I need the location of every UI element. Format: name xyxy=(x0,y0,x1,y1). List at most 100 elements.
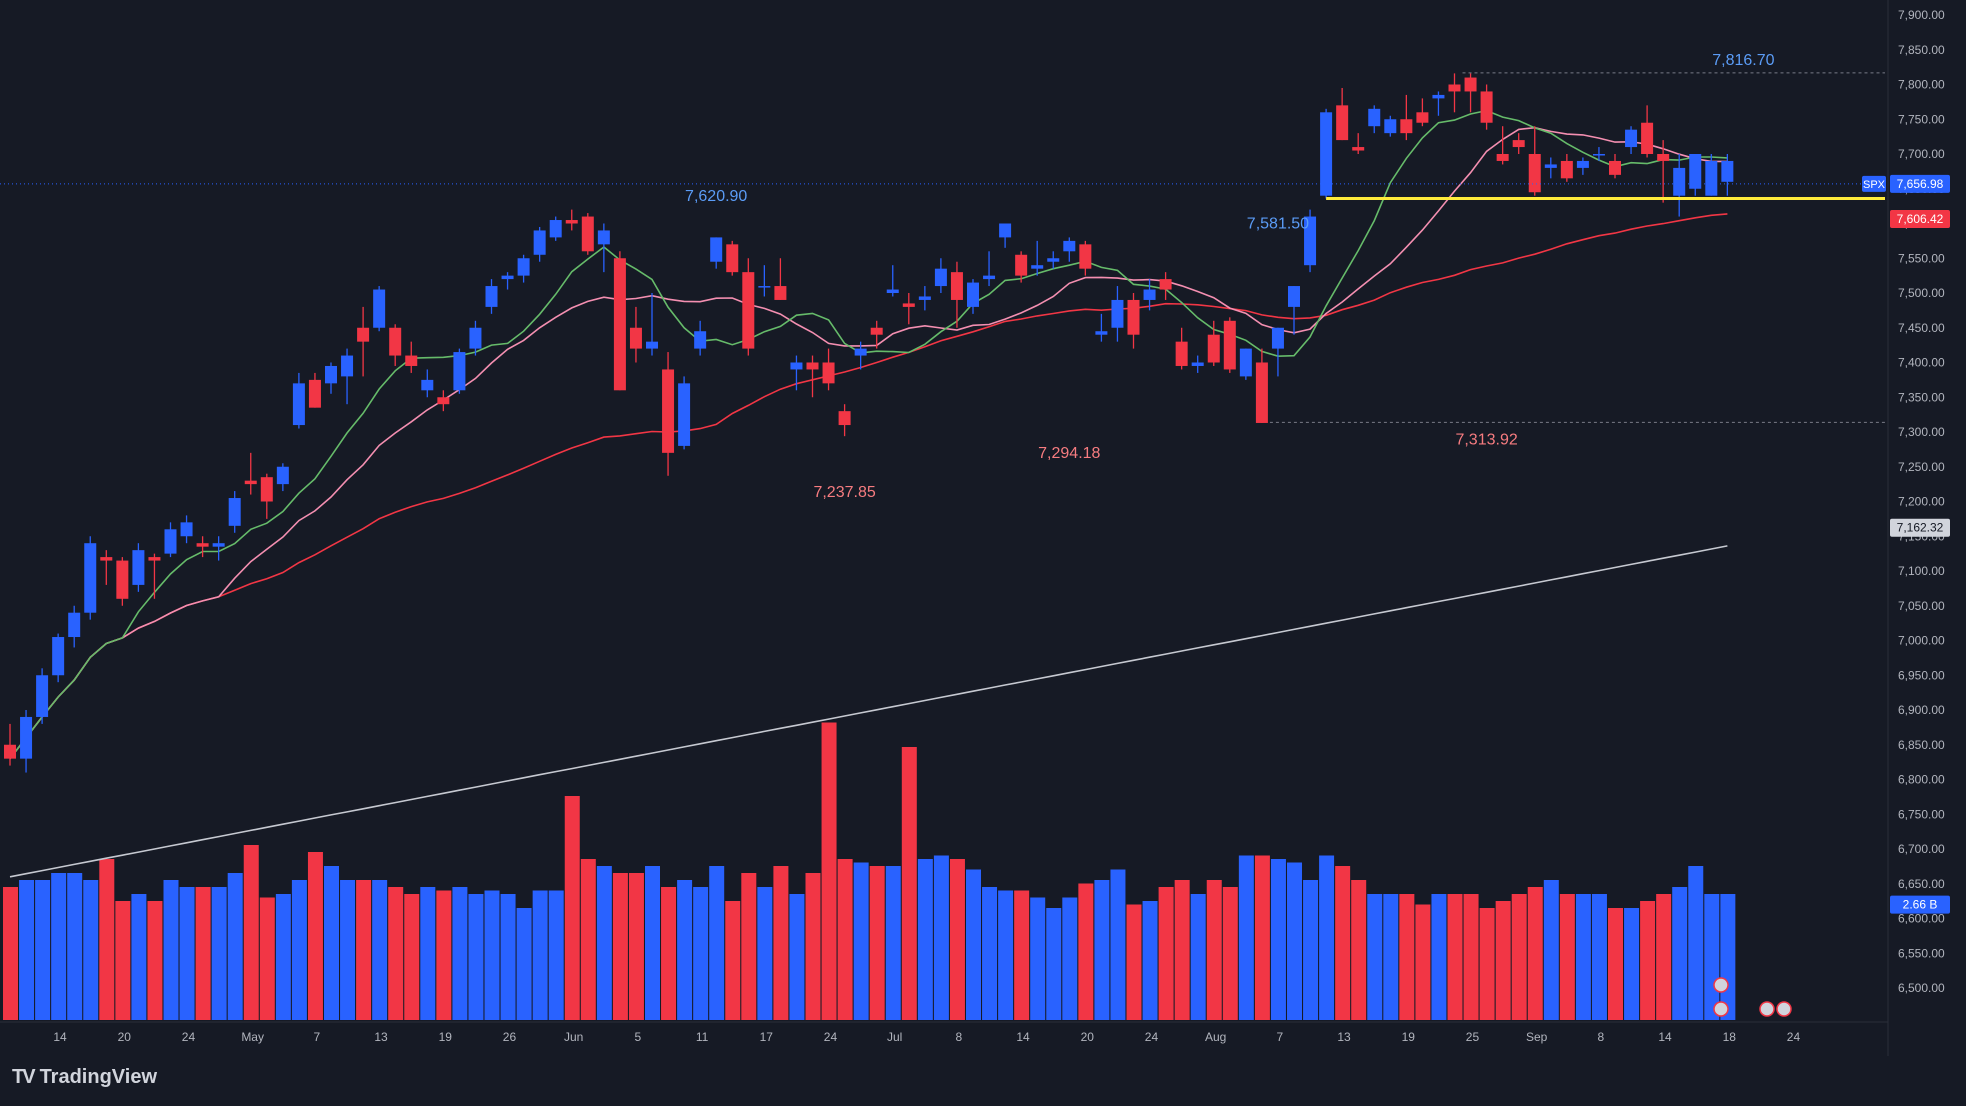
volume-bar xyxy=(1431,894,1447,1020)
candle-body xyxy=(1721,160,1734,182)
x-tick-label: 17 xyxy=(760,1030,774,1044)
volume-bar xyxy=(1543,880,1559,1020)
volume-bar xyxy=(1463,894,1479,1020)
candle-body xyxy=(870,327,883,335)
volume-bar xyxy=(677,880,693,1020)
candle-body xyxy=(742,272,755,349)
y-tick-label: 7,550.00 xyxy=(1898,251,1945,265)
volume-bar xyxy=(131,894,147,1020)
y-tick-label: 7,100.00 xyxy=(1898,564,1945,578)
candle-body xyxy=(1127,299,1140,335)
volume-bar xyxy=(982,887,998,1020)
x-tick-label: 25 xyxy=(1466,1030,1480,1044)
volume-bar xyxy=(179,887,195,1020)
volume-bar xyxy=(1030,897,1046,1020)
volume-bar xyxy=(1335,866,1351,1020)
candle-body xyxy=(20,716,33,759)
candle-body xyxy=(228,498,241,526)
candle-body xyxy=(373,289,386,328)
candle-body xyxy=(1111,299,1124,328)
volume-bar xyxy=(3,887,18,1020)
volume-bar xyxy=(1688,866,1704,1020)
candle-body xyxy=(1015,254,1028,276)
y-tick-label: 7,350.00 xyxy=(1898,390,1945,404)
candle-body xyxy=(806,362,819,370)
x-tick-label: 18 xyxy=(1723,1030,1737,1044)
volume-bar xyxy=(51,873,67,1020)
volume-bar xyxy=(933,855,949,1020)
candle-body xyxy=(1528,154,1541,193)
y-tick-label: 6,700.00 xyxy=(1898,842,1945,856)
volume-bar xyxy=(1174,880,1190,1020)
volume-bar xyxy=(468,894,484,1020)
volume-bar xyxy=(709,866,725,1020)
candle-body xyxy=(710,237,723,262)
candle-body xyxy=(1432,94,1445,99)
candle-body xyxy=(581,216,594,252)
candle-body xyxy=(453,352,466,391)
symbol-badge-bg xyxy=(1862,175,1886,192)
volume-bar xyxy=(1575,894,1591,1020)
candle-body xyxy=(1352,147,1365,151)
candle-body xyxy=(132,550,145,585)
tradingview-brand[interactable]: TV TradingView xyxy=(12,1066,157,1089)
volume-bar xyxy=(869,866,885,1020)
candle-body xyxy=(999,223,1012,238)
candle-body xyxy=(597,230,610,245)
candle-body xyxy=(1336,105,1349,141)
volume-bar xyxy=(1479,908,1495,1020)
candle-body xyxy=(1095,331,1108,335)
x-tick-label: 26 xyxy=(503,1030,517,1044)
volume-bar xyxy=(1591,894,1607,1020)
price-extreme-label: 7,313.92 xyxy=(1455,431,1517,448)
ma-10-line xyxy=(9,109,1728,760)
x-tick-label: 20 xyxy=(118,1030,132,1044)
volume-bar xyxy=(1415,904,1431,1020)
x-tick-label: 24 xyxy=(182,1030,196,1044)
candle-body xyxy=(1384,119,1397,134)
volume-bar xyxy=(1062,897,1078,1020)
candle-body xyxy=(822,362,835,384)
volume-bar xyxy=(1126,904,1142,1020)
candle-body xyxy=(1288,286,1300,307)
candle-body xyxy=(1047,258,1060,262)
volume-bar xyxy=(1383,894,1399,1020)
x-tick-label: 7 xyxy=(314,1030,321,1044)
ma-50-line xyxy=(9,213,1728,760)
x-tick-label: 13 xyxy=(374,1030,388,1044)
candle-body xyxy=(726,244,739,273)
y-tick-label: 7,400.00 xyxy=(1898,356,1945,370)
volume-bar xyxy=(901,747,917,1020)
candle-body xyxy=(292,383,305,426)
price-extreme-label: 7,237.85 xyxy=(813,484,875,501)
us-flag-event-icon xyxy=(1759,1001,1775,1017)
volume-bar xyxy=(725,901,741,1020)
x-tick-label: 8 xyxy=(956,1030,963,1044)
y-tick-label: 6,950.00 xyxy=(1898,668,1945,682)
volume-bar xyxy=(789,894,805,1020)
volume-bar xyxy=(275,894,291,1020)
candle-body xyxy=(1448,84,1461,92)
us-flag-event-icon xyxy=(1713,1001,1729,1017)
y-tick-label: 7,450.00 xyxy=(1898,321,1945,335)
x-tick-label: Sep xyxy=(1526,1030,1548,1044)
volume-bar xyxy=(1640,901,1656,1020)
y-tick-label: 7,050.00 xyxy=(1898,599,1945,613)
volume-bar xyxy=(99,859,115,1020)
candle-body xyxy=(341,355,354,377)
x-tick-label: 20 xyxy=(1081,1030,1095,1044)
y-tick-label: 6,750.00 xyxy=(1898,807,1945,821)
y-tick-label: 7,200.00 xyxy=(1898,495,1945,509)
volume-bar xyxy=(35,880,51,1020)
candle-body xyxy=(1079,244,1092,269)
candle-body xyxy=(646,341,658,349)
price-chart[interactable]: 6,500.00 6,550.00 6,600.00 6,650.00 6,700.00… xyxy=(0,0,1966,1056)
volume-bar xyxy=(291,880,307,1020)
candle-body xyxy=(517,258,530,276)
axis-price-badge-bg xyxy=(1890,210,1950,229)
volume-bar xyxy=(307,852,323,1020)
y-tick-label: 6,650.00 xyxy=(1898,877,1945,891)
volume-bar xyxy=(324,866,339,1020)
y-tick-label: 7,250.00 xyxy=(1898,460,1945,474)
candle-body xyxy=(308,379,321,408)
